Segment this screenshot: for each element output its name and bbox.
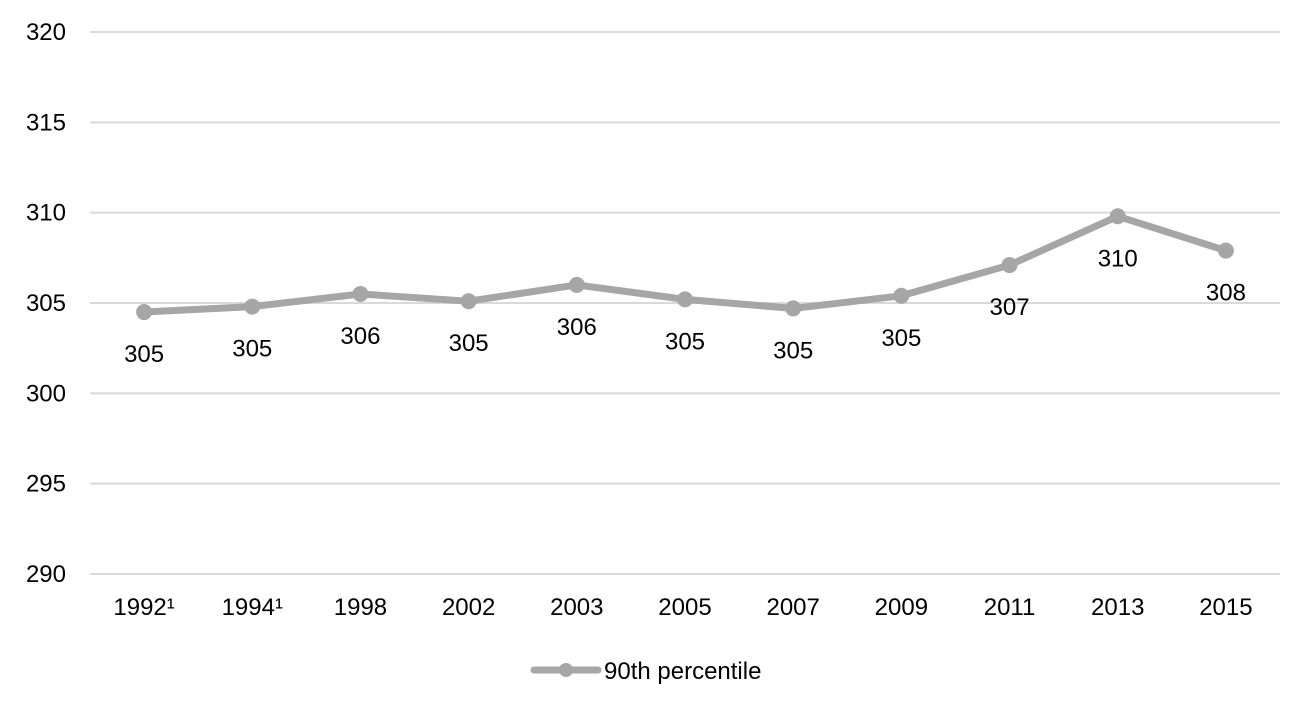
y-tick-label: 305	[26, 290, 66, 317]
data-label: 310	[1098, 245, 1138, 272]
y-axis-tick-labels: 290 295 300 305 310 315 320	[26, 19, 66, 588]
data-label: 305	[881, 325, 921, 352]
x-tick-label: 2002	[442, 594, 495, 621]
x-tick-label: 1994¹	[222, 594, 283, 621]
x-tick-label: 2005	[658, 594, 711, 621]
x-axis-tick-labels: 1992¹ 1994¹ 1998 2002 2003 2005 2007 2009 2011 20…	[113, 594, 1252, 621]
y-tick-label: 295	[26, 471, 66, 498]
data-label: 307	[990, 294, 1030, 321]
x-tick-label: 2013	[1091, 594, 1144, 621]
data-label: 305	[773, 337, 813, 364]
y-tick-label: 315	[26, 109, 66, 136]
x-tick-label: 2011	[984, 594, 1036, 621]
y-tick-label: 290	[26, 561, 66, 588]
data-label: 306	[557, 314, 597, 341]
data-point	[352, 285, 369, 302]
data-label: 305	[665, 328, 705, 355]
data-point	[785, 300, 802, 317]
data-label: 308	[1206, 280, 1246, 307]
x-tick-label: 2015	[1199, 594, 1252, 621]
data-label: 305	[449, 330, 489, 357]
series-90th-percentile: 305 305 306 305 306 305 305 305 307 310 308	[124, 208, 1246, 368]
data-point	[1001, 257, 1018, 274]
x-tick-label: 2003	[550, 594, 603, 621]
data-point	[244, 298, 261, 315]
legend: 90th percentile	[530, 658, 761, 685]
data-point	[136, 304, 153, 321]
y-tick-label: 320	[26, 19, 66, 46]
data-label: 305	[232, 336, 272, 363]
data-point	[1217, 242, 1234, 259]
data-label: 305	[124, 341, 164, 368]
data-point	[893, 287, 910, 304]
y-tick-label: 300	[26, 380, 66, 407]
x-tick-label: 1998	[334, 594, 387, 621]
data-point	[460, 293, 477, 310]
x-tick-label: 2009	[875, 594, 928, 621]
data-point	[568, 276, 585, 293]
legend-label: 90th percentile	[604, 658, 761, 685]
legend-swatch-marker	[559, 663, 573, 677]
data-point	[1109, 208, 1126, 225]
data-label: 306	[340, 323, 380, 350]
data-point	[677, 291, 693, 308]
x-tick-label: 1992¹	[113, 594, 174, 621]
x-tick-label: 2007	[766, 594, 819, 621]
y-tick-label: 310	[26, 200, 66, 227]
